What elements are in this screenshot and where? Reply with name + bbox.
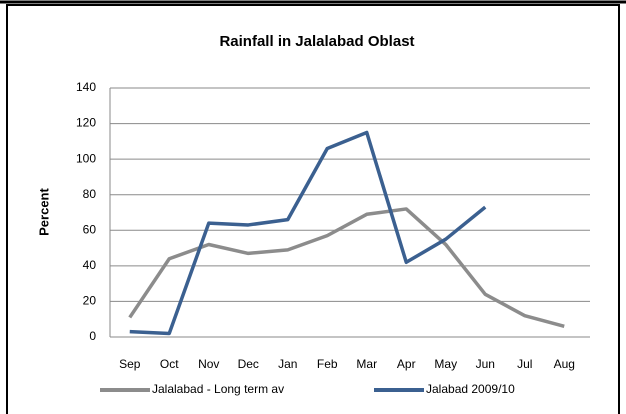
x-tick-label: Sep [119, 357, 141, 371]
series-line [128, 207, 565, 329]
x-tick-label: Mar [356, 357, 377, 371]
y-axis-label: Percent [36, 187, 51, 235]
y-tick-label: 60 [83, 222, 97, 236]
legend-label: Jalalabad - Long term av [152, 382, 284, 396]
frame [6, 4, 620, 414]
y-tick-label: 140 [76, 80, 96, 94]
series-line [129, 130, 487, 336]
x-tick-label: Nov [198, 357, 219, 371]
x-tick-label: Aug [554, 357, 575, 371]
x-tick-label: Jan [278, 357, 297, 371]
x-tick-label: May [434, 357, 457, 371]
y-tick-label: 120 [76, 116, 96, 130]
x-tick-label: Apr [397, 357, 416, 371]
y-tick-label: 20 [83, 294, 97, 308]
x-tick-label: Jul [517, 357, 532, 371]
chart-title: Rainfall in Jalalabad Oblast [219, 33, 414, 50]
x-tick-label: Feb [317, 357, 338, 371]
y-tick-label: 0 [89, 329, 96, 343]
legend-label: Jalabad 2009/10 [426, 382, 515, 396]
x-tick-label: Dec [238, 357, 259, 371]
y-tick-label: 40 [83, 258, 97, 272]
x-tick-label: Jun [476, 357, 495, 371]
y-tick-label: 80 [83, 187, 97, 201]
x-tick-label: Oct [160, 357, 179, 371]
y-tick-label: 100 [76, 151, 96, 165]
